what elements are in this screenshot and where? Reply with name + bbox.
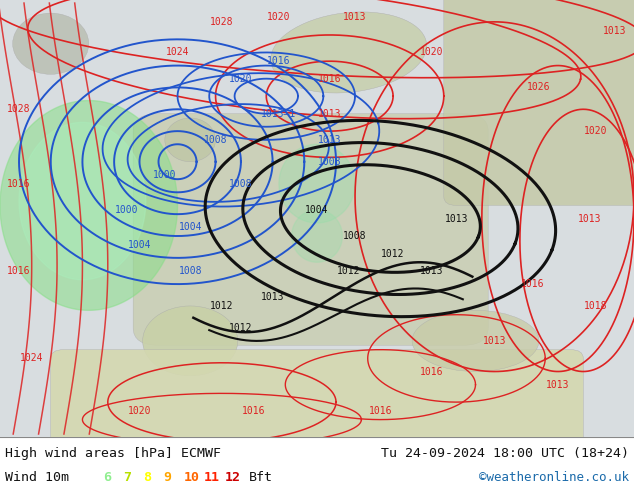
Text: 1028: 1028	[210, 17, 234, 27]
Text: 1000: 1000	[153, 170, 177, 180]
Text: 1012: 1012	[210, 301, 234, 311]
Text: 1008: 1008	[318, 157, 342, 167]
Text: 1028: 1028	[7, 104, 31, 114]
Text: 1013: 1013	[482, 336, 507, 346]
Ellipse shape	[412, 310, 539, 371]
Text: 1020: 1020	[267, 12, 291, 23]
Text: 1020: 1020	[584, 126, 608, 136]
Text: 1013: 1013	[419, 266, 443, 276]
Text: 1024: 1024	[165, 48, 190, 57]
Text: 1012: 1012	[337, 266, 361, 276]
Text: 1013: 1013	[546, 380, 570, 390]
Text: 1016: 1016	[267, 56, 291, 66]
Text: Bft: Bft	[249, 471, 273, 484]
Text: 1013—1: 1013—1	[261, 109, 297, 119]
Text: 1016: 1016	[7, 178, 31, 189]
Text: Wind 10m: Wind 10m	[5, 471, 69, 484]
Text: 11: 11	[204, 471, 220, 484]
Text: 1020: 1020	[229, 74, 253, 84]
Text: 1026: 1026	[527, 82, 551, 93]
Text: 1008: 1008	[343, 231, 367, 241]
Ellipse shape	[271, 12, 427, 93]
Text: 1008: 1008	[178, 266, 202, 276]
FancyBboxPatch shape	[444, 0, 634, 205]
Text: 1013: 1013	[444, 214, 469, 223]
Text: 1004: 1004	[305, 205, 329, 215]
Text: 1020: 1020	[419, 48, 443, 57]
Text: 1016: 1016	[318, 74, 342, 84]
Polygon shape	[279, 144, 355, 223]
Ellipse shape	[165, 118, 216, 162]
Ellipse shape	[143, 306, 238, 376]
Polygon shape	[19, 122, 146, 280]
FancyBboxPatch shape	[51, 350, 583, 446]
Text: 1013: 1013	[261, 292, 285, 302]
Text: 10: 10	[184, 471, 200, 484]
Text: 1016: 1016	[7, 266, 31, 276]
Text: 1012: 1012	[381, 248, 405, 259]
Text: 1013: 1013	[603, 25, 627, 36]
Text: 1013: 1013	[578, 214, 602, 223]
Text: ©weatheronline.co.uk: ©weatheronline.co.uk	[479, 471, 629, 484]
Text: 1013: 1013	[318, 135, 342, 145]
Text: 1016: 1016	[368, 406, 392, 416]
Text: 6: 6	[103, 471, 111, 484]
Text: 1008: 1008	[204, 135, 228, 145]
Text: 12: 12	[224, 471, 240, 484]
Text: 1013: 1013	[318, 109, 342, 119]
Text: 1018: 1018	[584, 301, 608, 311]
Text: 1020: 1020	[127, 406, 152, 416]
Text: 1016: 1016	[419, 367, 443, 376]
Text: 1004: 1004	[127, 240, 152, 250]
Text: 1012: 1012	[229, 323, 253, 333]
Text: 1024: 1024	[20, 353, 44, 364]
Polygon shape	[292, 210, 342, 262]
Text: 1008: 1008	[229, 178, 253, 189]
Text: 8: 8	[143, 471, 152, 484]
Text: 1013: 1013	[343, 12, 367, 23]
Polygon shape	[0, 100, 178, 310]
Text: 1000: 1000	[115, 205, 139, 215]
Ellipse shape	[13, 13, 89, 74]
Text: 1016: 1016	[242, 406, 266, 416]
FancyBboxPatch shape	[133, 114, 488, 345]
Text: 1004: 1004	[178, 222, 202, 232]
Text: Tu 24-09-2024 18:00 UTC (18+24): Tu 24-09-2024 18:00 UTC (18+24)	[381, 446, 629, 460]
Text: 9: 9	[164, 471, 172, 484]
Text: 7: 7	[123, 471, 131, 484]
Text: High wind areas [hPa] ECMWF: High wind areas [hPa] ECMWF	[5, 446, 221, 460]
Text: 1016: 1016	[521, 279, 545, 289]
